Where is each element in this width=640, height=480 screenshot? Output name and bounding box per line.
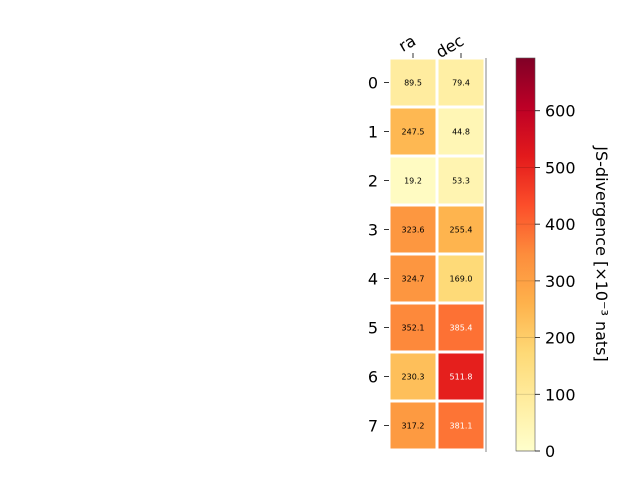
heatmap-cell — [438, 353, 484, 400]
heatmap-cell — [390, 353, 436, 400]
heatmap-cell — [438, 402, 484, 449]
column-tick-label: ra — [395, 31, 419, 56]
heatmap-cell — [438, 108, 484, 155]
heatmap-cell — [390, 402, 436, 449]
cell-value-label: 44.8 — [452, 128, 470, 137]
row-axis: 0 1 2 3 4 5 6 7 — [368, 74, 389, 436]
cell-value-label: 352.1 — [402, 324, 425, 333]
row-tick-label: 1 — [368, 123, 378, 142]
row-tick-label: 3 — [368, 221, 378, 240]
cell-value-label: 89.5 — [404, 79, 422, 88]
cell-value-label: 317.2 — [402, 422, 425, 431]
colorbar-tick-label: 200 — [545, 329, 576, 348]
row-tick-label: 6 — [368, 368, 378, 387]
colorbar-tick-label: 100 — [545, 385, 576, 404]
cell-value-label: 385.4 — [450, 324, 473, 333]
heatmap-cell — [438, 157, 484, 204]
cell-value-label: 324.7 — [402, 275, 425, 284]
heatmap-cell — [390, 304, 436, 351]
colorbar-tick-label: 600 — [545, 102, 576, 121]
row-tick-label: 5 — [368, 319, 378, 338]
heatmap-cell — [390, 59, 436, 106]
cell-value-label: 247.5 — [402, 128, 425, 137]
heatmap-cell — [390, 255, 436, 302]
colorbar-tick-label: 500 — [545, 158, 576, 177]
heatmap-cell — [390, 157, 436, 204]
colorbar-ticks: 0 100 200 300 400 500 600 — [516, 102, 576, 461]
cell-value-label: 381.1 — [450, 422, 473, 431]
cell-value-label: 230.3 — [402, 373, 425, 382]
heatmap-cell — [438, 304, 484, 351]
column-tick-label: dec — [433, 31, 467, 62]
heatmap-cell — [390, 206, 436, 253]
cell-value-label: 255.4 — [450, 226, 473, 235]
row-tick-label: 0 — [368, 74, 378, 93]
heatmap-cell — [390, 108, 436, 155]
colorbar: 0 100 200 300 400 500 600 JS-divergence [×10⁻³… — [515, 57, 611, 461]
cell-value-label: 19.2 — [404, 177, 422, 186]
cell-value-label: 79.4 — [452, 79, 470, 88]
cell-value-label: 323.6 — [402, 226, 425, 235]
heatmap-cell — [438, 206, 484, 253]
heatmap-cell — [438, 59, 484, 106]
cell-value-label: 511.8 — [450, 373, 473, 382]
row-tick-label: 7 — [368, 417, 378, 436]
heatmap-cells: 89.5 79.4 247.5 44.8 19.2 53.3 323.6 255.4 324.7… — [390, 58, 487, 452]
colorbar-tick-label: 300 — [545, 272, 576, 291]
cell-value-label: 53.3 — [452, 177, 470, 186]
row-tick-label: 4 — [368, 270, 378, 289]
colorbar-label: JS-divergence [×10⁻³ nats] — [592, 145, 611, 361]
heatmap-cell — [438, 255, 484, 302]
column-axis: ra dec — [395, 31, 467, 62]
colorbar-tick-label: 0 — [545, 442, 555, 461]
cell-value-label: 169.0 — [450, 275, 473, 284]
row-tick-label: 2 — [368, 172, 378, 191]
colorbar-gradient — [515, 57, 536, 452]
colorbar-tick-label: 400 — [545, 215, 576, 234]
